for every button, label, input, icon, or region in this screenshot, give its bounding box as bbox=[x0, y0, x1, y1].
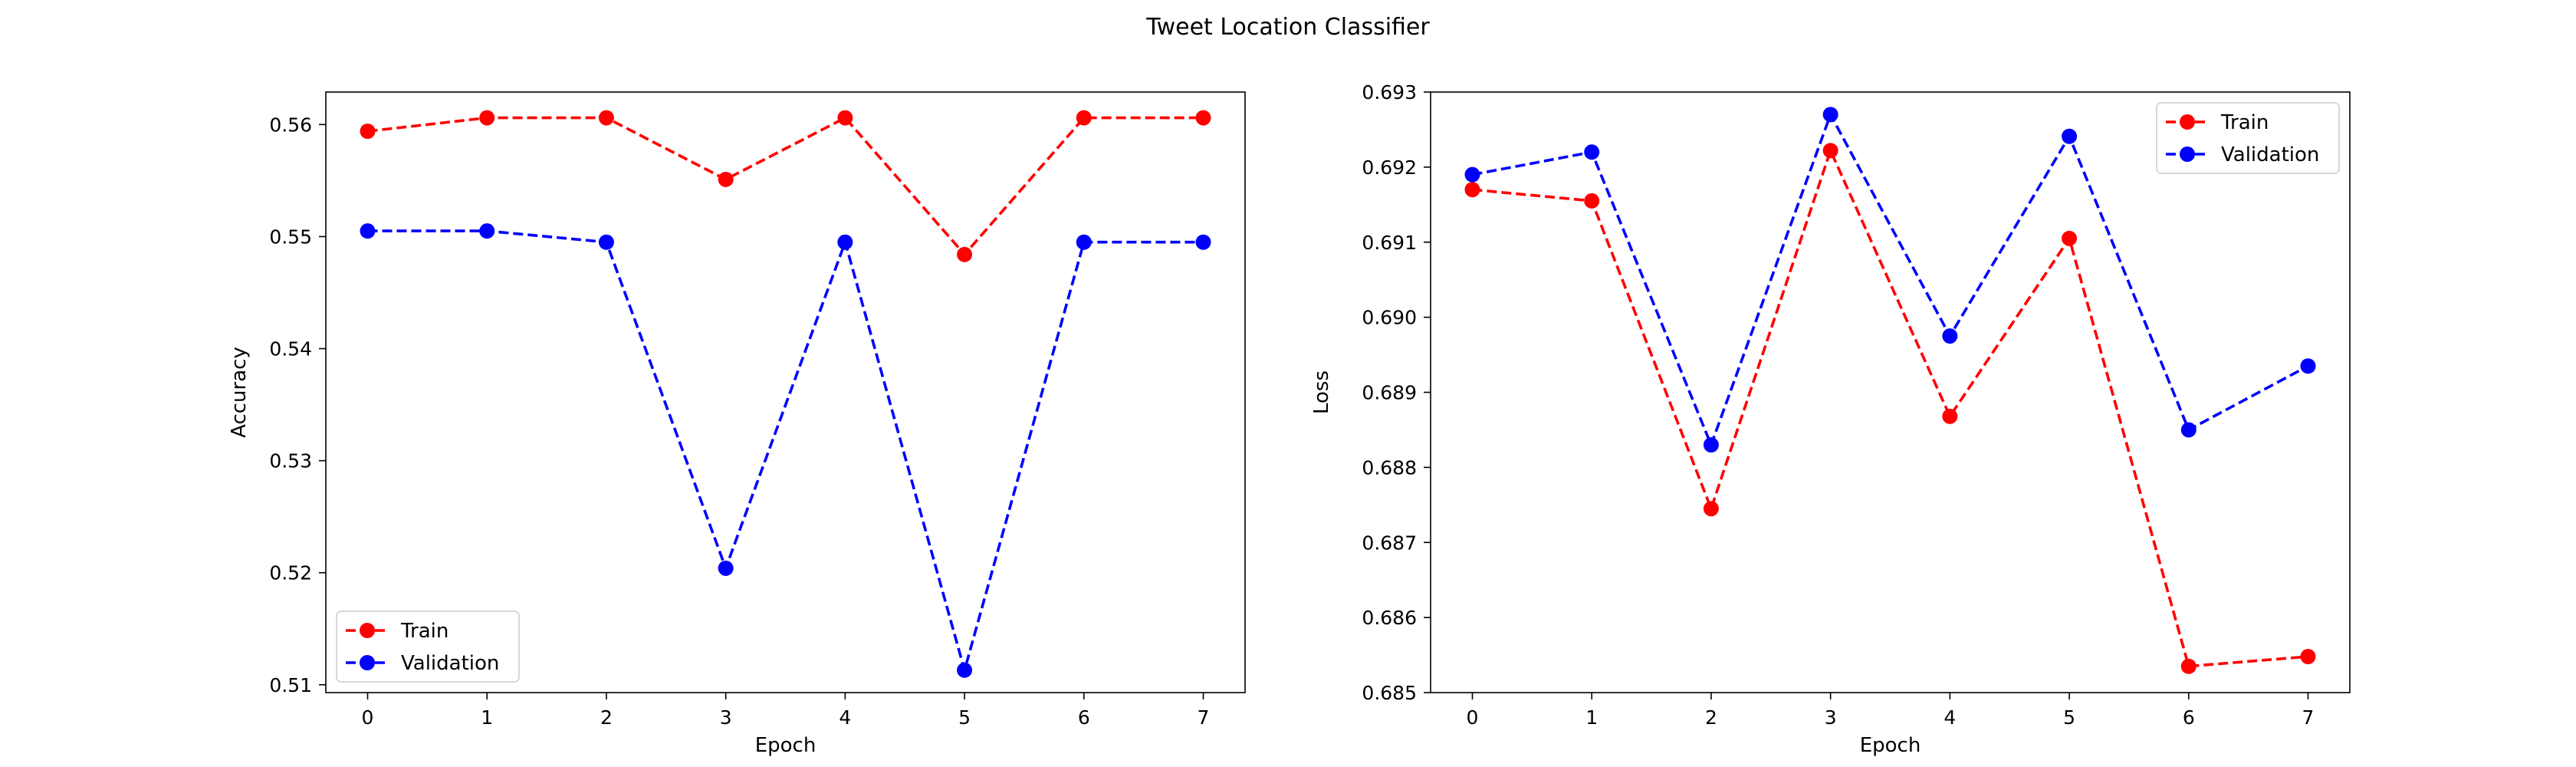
loss-train-point bbox=[2300, 649, 2316, 665]
accuracy-y-tick-label: 0.51 bbox=[269, 674, 312, 696]
loss-y-tick-label: 0.688 bbox=[1362, 456, 1417, 479]
loss-legend-validation-marker bbox=[2180, 146, 2195, 162]
accuracy-validation-point bbox=[1076, 234, 1092, 250]
accuracy-y-tick-label: 0.56 bbox=[269, 114, 312, 136]
accuracy-validation-point bbox=[360, 223, 376, 239]
loss-validation-point bbox=[2180, 422, 2196, 438]
loss-validation-point bbox=[1942, 328, 1958, 344]
accuracy-train-point bbox=[479, 110, 495, 126]
accuracy-legend-validation-marker bbox=[360, 655, 375, 670]
loss-legend-train-label: Train bbox=[2220, 111, 2269, 134]
loss-validation-point bbox=[1822, 107, 1838, 123]
accuracy-validation-point bbox=[1195, 234, 1211, 250]
loss-legend-box bbox=[2156, 102, 2340, 174]
loss-train-point bbox=[1464, 182, 1480, 198]
loss-legend: Train Validation bbox=[2156, 102, 2340, 174]
accuracy-x-tick-label: 6 bbox=[1078, 706, 1090, 729]
loss-x-tick-label: 2 bbox=[1705, 706, 1717, 729]
loss-x-tick-label: 0 bbox=[1467, 706, 1479, 729]
accuracy-y-tick-label: 0.52 bbox=[269, 562, 312, 584]
accuracy-x-tick-label: 3 bbox=[720, 706, 732, 729]
loss-train-point bbox=[1942, 408, 1958, 424]
figure-title: Tweet Location Classifier bbox=[1145, 14, 1430, 41]
loss-train-point bbox=[2180, 658, 2196, 674]
loss-x-tick-label: 3 bbox=[1825, 706, 1837, 729]
accuracy-x-axis-label: Epoch bbox=[755, 734, 816, 757]
loss-x-tick-label: 1 bbox=[1585, 706, 1598, 729]
loss-validation-point bbox=[2300, 358, 2316, 374]
accuracy-train-point bbox=[1195, 110, 1211, 126]
accuracy-x-tick-label: 4 bbox=[839, 706, 851, 729]
accuracy-validation-point bbox=[957, 662, 973, 678]
loss-validation-point bbox=[2062, 128, 2078, 144]
loss-y-tick-label: 0.692 bbox=[1362, 156, 1417, 179]
accuracy-train-point bbox=[837, 110, 853, 126]
loss-x-tick-label: 4 bbox=[1944, 706, 1956, 729]
accuracy-y-tick-label: 0.53 bbox=[269, 450, 312, 472]
loss-validation-point bbox=[1584, 144, 1600, 160]
accuracy-x-tick-label: 5 bbox=[958, 706, 971, 729]
accuracy-y-axis-label: Accuracy bbox=[228, 347, 251, 438]
accuracy-legend-train-marker bbox=[360, 623, 375, 638]
accuracy-x-tick-label: 2 bbox=[600, 706, 613, 729]
loss-legend-train-marker bbox=[2180, 114, 2195, 130]
loss-y-tick-label: 0.689 bbox=[1362, 382, 1417, 404]
loss-y-tick-label: 0.687 bbox=[1362, 532, 1417, 554]
accuracy-legend: Train Validation bbox=[336, 611, 520, 683]
loss-y-tick-label: 0.685 bbox=[1362, 682, 1417, 704]
loss-validation-line bbox=[1472, 111, 2309, 449]
accuracy-legend-validation-label: Validation bbox=[401, 652, 499, 675]
loss-y-axis-label: Loss bbox=[1310, 370, 1333, 414]
accuracy-x-tick-label: 7 bbox=[1198, 706, 1210, 729]
loss-train-point bbox=[1703, 501, 1719, 517]
accuracy-train-point bbox=[360, 123, 376, 140]
loss-validation-point bbox=[1464, 166, 1480, 183]
accuracy-y-tick-label: 0.55 bbox=[269, 225, 312, 248]
accuracy-validation-point bbox=[598, 234, 614, 250]
loss-legend-validation-label: Validation bbox=[2221, 143, 2319, 166]
loss-y-tick-label: 0.690 bbox=[1362, 307, 1417, 329]
accuracy-validation-line bbox=[367, 229, 1204, 676]
loss-x-tick-label: 5 bbox=[2063, 706, 2075, 729]
loss-chart: 0 1 2 3 4 5 6 7 0.685 0.686 0.687 0.688 0.689 0.690 0.… bbox=[1310, 81, 2351, 757]
accuracy-validation-point bbox=[479, 223, 495, 239]
loss-x-tick-label: 7 bbox=[2302, 706, 2315, 729]
accuracy-train-line bbox=[367, 116, 1204, 257]
loss-train-point bbox=[2062, 230, 2078, 246]
accuracy-axes-frame bbox=[325, 91, 1246, 693]
accuracy-legend-train-label: Train bbox=[400, 620, 449, 643]
loss-y-tick-label: 0.686 bbox=[1362, 607, 1417, 629]
accuracy-train-point bbox=[598, 110, 614, 126]
accuracy-y-tick-label: 0.54 bbox=[269, 338, 312, 360]
loss-train-point bbox=[1584, 193, 1600, 209]
accuracy-train-point bbox=[1076, 110, 1092, 126]
loss-y-tick-label: 0.693 bbox=[1362, 81, 1417, 104]
loss-train-line bbox=[1472, 146, 2308, 668]
accuracy-validation-point bbox=[718, 560, 734, 576]
accuracy-train-point bbox=[718, 171, 734, 187]
loss-train-point bbox=[1822, 143, 1838, 159]
accuracy-legend-box bbox=[336, 611, 520, 683]
accuracy-x-tick-label: 1 bbox=[481, 706, 493, 729]
accuracy-x-tick-label: 0 bbox=[362, 706, 374, 729]
loss-x-axis-label: Epoch bbox=[1860, 734, 1921, 757]
loss-y-tick-label: 0.691 bbox=[1362, 232, 1417, 254]
loss-x-tick-label: 6 bbox=[2183, 706, 2195, 729]
accuracy-validation-point bbox=[837, 234, 853, 250]
loss-validation-point bbox=[1703, 437, 1719, 453]
accuracy-train-point bbox=[957, 246, 973, 262]
accuracy-chart: 0 1 2 3 4 5 6 7 0.51 0.52 0.53 0.54 0.55 0.56 Epoch Acc… bbox=[228, 91, 1246, 757]
